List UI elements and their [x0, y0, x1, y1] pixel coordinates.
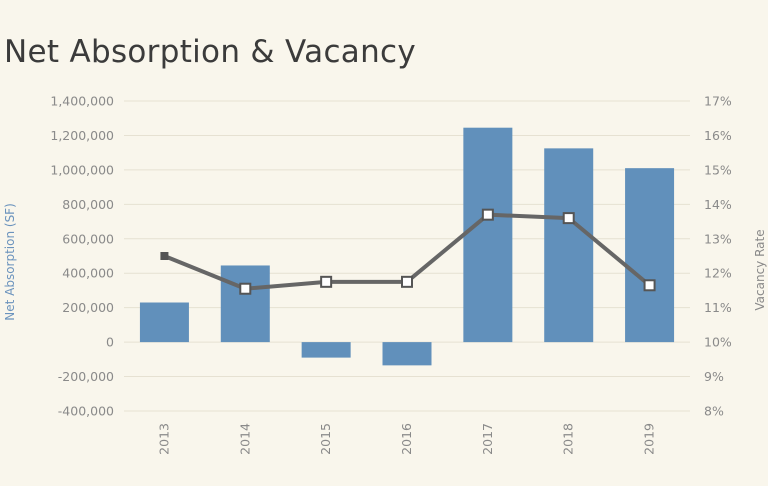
x-tick-label: 2019	[642, 423, 657, 455]
bar	[301, 342, 351, 358]
y-tick-label: 800,000	[62, 197, 114, 212]
x-tick-label: 2014	[237, 423, 252, 455]
x-tick-label: 2015	[318, 423, 333, 455]
y2-tick-label: 15%	[704, 162, 732, 177]
y2-tick-label: 16%	[704, 128, 732, 143]
bar	[139, 302, 189, 343]
y2-tick-label: 17%	[704, 94, 732, 109]
y2-tick-label: 14%	[704, 197, 732, 212]
bar	[625, 168, 675, 343]
y-tick-label: -400,000	[58, 404, 114, 419]
y2-tick-label: 13%	[704, 231, 732, 246]
x-axis-ticks: 2013 2014 2015 2016 2017 2018 2019	[156, 423, 656, 455]
y-tick-label: 200,000	[62, 300, 114, 315]
line-point	[160, 252, 169, 260]
y-tick-label: 600,000	[62, 231, 114, 246]
y2-tick-label: 9%	[704, 369, 724, 384]
bar	[463, 127, 513, 343]
line-point	[481, 208, 494, 221]
line-point	[239, 282, 252, 295]
line-series	[160, 208, 656, 295]
x-tick-label: 2016	[399, 423, 414, 455]
y2-tick-label: 8%	[704, 404, 724, 419]
line-point	[643, 279, 656, 292]
y-tick-label: 1,000,000	[50, 162, 114, 177]
right-axis-ticks: 8% 9% 10% 11% 12% 13% 14% 15% 16% 17%	[704, 94, 732, 419]
line-point	[562, 212, 575, 225]
x-tick-label: 2018	[561, 423, 576, 455]
y-tick-label: 1,200,000	[50, 128, 114, 143]
y-tick-label: 1,400,000	[50, 94, 114, 109]
x-tick-label: 2013	[156, 423, 171, 455]
bar	[382, 342, 432, 366]
bar	[220, 265, 270, 343]
line-point	[401, 275, 413, 288]
y2-tick-label: 12%	[704, 266, 732, 281]
chart-title: Net Absorption & Vacancy	[4, 34, 417, 70]
y2-tick-label: 11%	[704, 300, 732, 315]
bar	[544, 148, 594, 343]
y-tick-label: -200,000	[58, 369, 114, 384]
y-tick-label: 400,000	[62, 266, 114, 281]
left-axis-label: Net Absorption (SF)	[3, 203, 17, 321]
y2-tick-label: 10%	[704, 335, 732, 350]
line-point	[320, 275, 333, 288]
right-axis-label: Vacancy Rate	[753, 229, 767, 310]
bar-series	[139, 127, 675, 366]
left-axis-ticks: -400,000 -200,000 0 200,000 400,000 600,000 80…	[50, 94, 114, 419]
x-tick-label: 2017	[480, 423, 495, 455]
y-tick-label: 0	[106, 335, 114, 350]
